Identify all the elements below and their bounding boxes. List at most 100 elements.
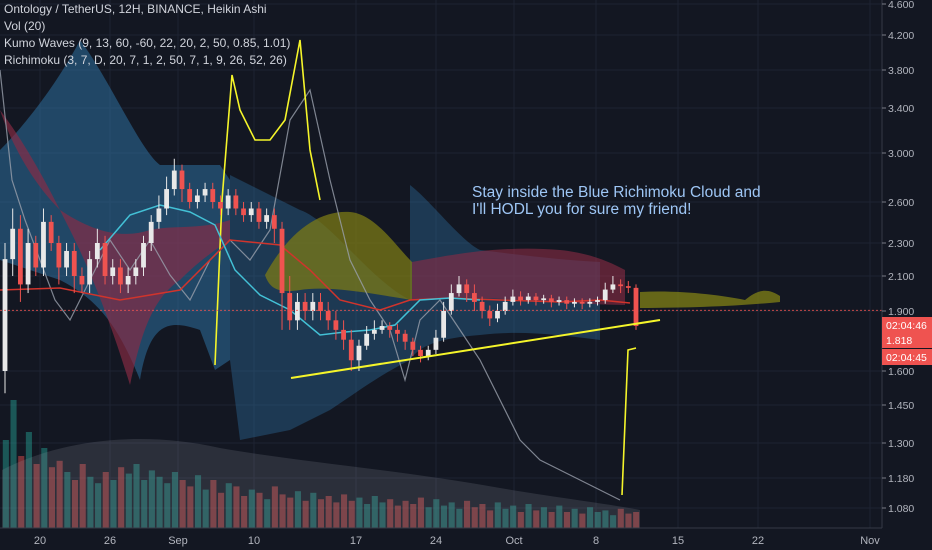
volume-bar-9 [71, 480, 79, 528]
volume-bar-70 [540, 507, 547, 528]
candle-body-80 [618, 284, 624, 287]
candle-body-5 [41, 221, 46, 268]
kumo-wave-yellow-left [214, 39, 321, 366]
volume-bar-50 [387, 499, 394, 528]
candle-body-35 [271, 215, 277, 229]
candles [2, 158, 639, 394]
y-tick-label-7: 2.100 [888, 271, 914, 283]
volume-bar-11 [87, 476, 94, 528]
candle-body-72 [556, 300, 562, 302]
candle-body-57 [441, 311, 447, 338]
candle-body-13 [102, 243, 108, 276]
red-cloud-right [412, 248, 625, 305]
volume-bar-80 [617, 508, 624, 528]
x-tick-label-7: 8 [593, 535, 599, 547]
volume-bar-29 [225, 483, 232, 528]
legend-richimoku: Richimoku (3, 7, D, 20, 7, 1, 2, 50, 7, … [4, 53, 287, 67]
volume-bar-4 [33, 464, 40, 528]
y-tick-label-12: 1.180 [888, 473, 914, 485]
volume-bar-74 [571, 508, 578, 528]
candle-body-43 [333, 320, 339, 330]
y-tick-label-11: 1.300 [888, 438, 914, 450]
candle-body-15 [118, 267, 123, 285]
candle-body-27 [210, 189, 216, 202]
candle-body-79 [610, 284, 616, 290]
candle-body-78 [602, 289, 608, 301]
candle-body-24 [187, 189, 193, 202]
y-tick-label-9: 1.600 [888, 366, 914, 378]
volume-bar-76 [586, 507, 594, 528]
volume-bar-41 [317, 499, 325, 528]
countdown-top-label: 02:04:46 [886, 320, 927, 332]
volume-bar-10 [79, 464, 86, 528]
candle-body-49 [379, 326, 385, 330]
volume-bar-55 [425, 507, 432, 528]
last-price-label: 1.818 [886, 335, 912, 347]
volume-bar-24 [187, 486, 194, 528]
candle-body-18 [141, 243, 146, 268]
volume-bar-54 [417, 497, 424, 528]
candle-body-53 [410, 341, 416, 350]
volume-bar-0 [2, 440, 9, 528]
countdown-bottom-label-bg [882, 349, 932, 365]
candle-body-68 [525, 296, 531, 301]
y-tick-label-1: 4.200 [888, 30, 914, 42]
candle-body-82 [633, 287, 639, 327]
candle-body-60 [464, 284, 470, 294]
countdown-bottom-label: 02:04:45 [886, 352, 927, 364]
candle-body-81 [625, 286, 631, 288]
volume-bar-32 [248, 489, 255, 528]
volume-bar-72 [556, 505, 563, 528]
candle-body-51 [395, 329, 400, 334]
volume-ma-area [2, 439, 640, 528]
volume-bar-19 [148, 470, 155, 528]
volume-bar-60 [464, 500, 471, 528]
candle-body-41 [318, 301, 323, 311]
volume-bar-30 [233, 486, 240, 528]
candle-body-76 [587, 301, 593, 304]
volume-bar-20 [156, 476, 163, 528]
volume-bar-66 [510, 505, 517, 528]
candle-body-10 [79, 276, 85, 285]
y-tick-label-6: 2.300 [888, 238, 914, 250]
volume-bar-63 [487, 510, 494, 528]
candle-body-75 [579, 301, 585, 304]
volume-bar-39 [302, 500, 309, 528]
volume-bar-57 [440, 505, 448, 528]
volume-bar-82 [633, 512, 640, 528]
candle-body-71 [548, 298, 554, 302]
volume-bar-45 [348, 500, 355, 528]
kumo-wave-grey [0, 69, 621, 501]
volume-bar-52 [402, 500, 409, 528]
candle-body-34 [264, 215, 270, 222]
candle-body-77 [595, 300, 600, 302]
volume-bar-67 [517, 512, 524, 528]
x-tick-label-9: 22 [752, 535, 764, 547]
kumo-wave-yellow-right [621, 347, 637, 496]
candle-body-1 [10, 228, 16, 260]
volume-bar-21 [164, 483, 171, 528]
candle-body-29 [225, 195, 231, 209]
y-tick-label-3: 3.400 [888, 103, 914, 115]
y-tick-label-0: 4.600 [888, 0, 914, 11]
volume-bar-79 [610, 515, 617, 528]
volume-bar-16 [125, 473, 132, 528]
volume-bar-43 [333, 502, 340, 528]
volume-bar-34 [264, 499, 271, 528]
candle-body-66 [510, 296, 516, 302]
volume-bar-62 [479, 504, 486, 528]
candle-body-63 [487, 311, 493, 319]
candle-body-31 [241, 208, 246, 216]
volume-bar-75 [579, 513, 586, 528]
candle-body-14 [110, 267, 116, 276]
candle-body-8 [64, 250, 69, 268]
x-axis-background [0, 528, 932, 550]
candle-body-32 [248, 208, 254, 216]
x-tick-label-4: 17 [350, 535, 362, 547]
volume-bar-40 [310, 492, 317, 528]
volume-bar-59 [456, 508, 463, 528]
x-tick-label-8: 15 [672, 535, 684, 547]
volume-bar-17 [133, 464, 140, 528]
volume-bar-23 [179, 480, 186, 528]
y-tick-label-13: 1.080 [888, 503, 914, 515]
